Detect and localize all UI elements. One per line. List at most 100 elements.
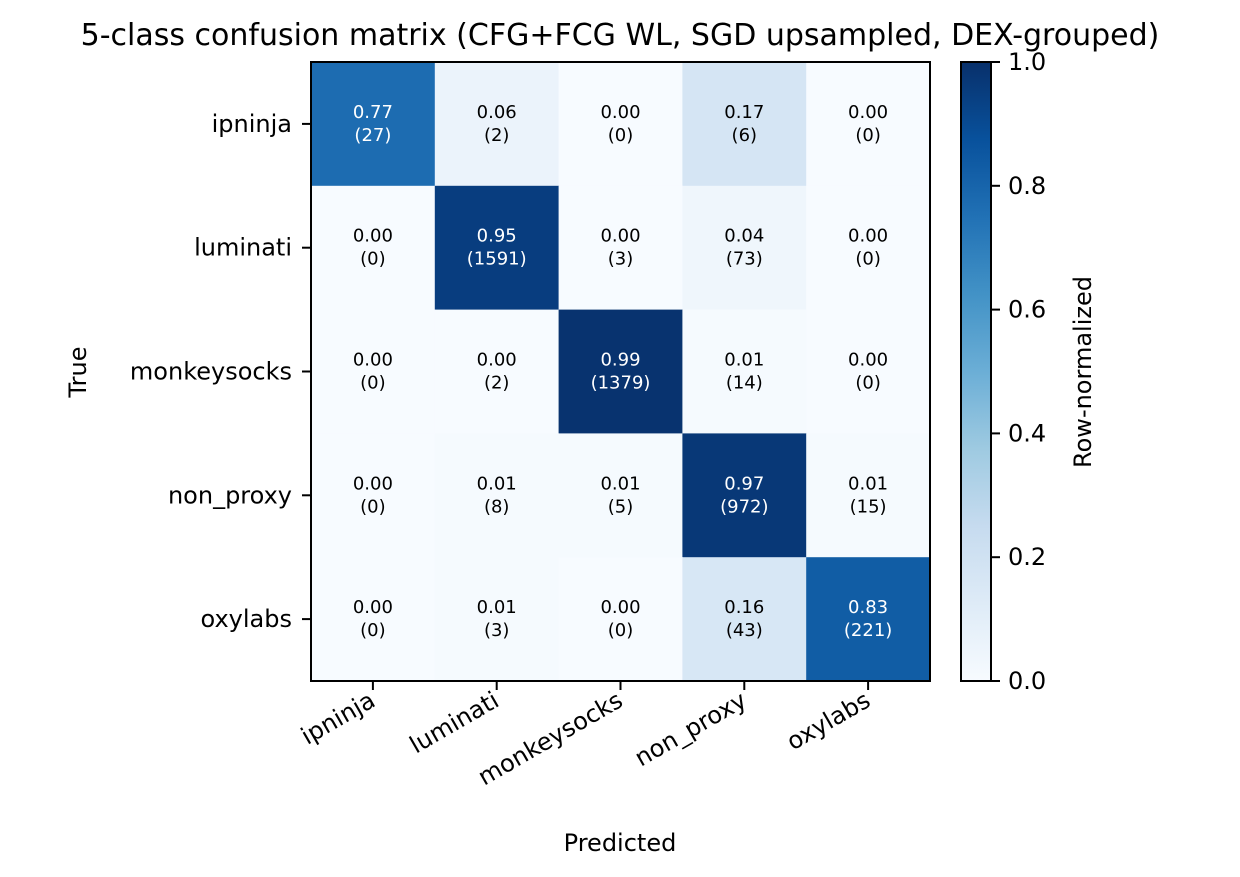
heatmap-cell bbox=[558, 433, 683, 558]
cell-count-label: (2) bbox=[484, 125, 510, 146]
chart-title: 5-class confusion matrix (CFG+FCG WL, SG… bbox=[81, 18, 1160, 53]
cell-value-label: 0.17 bbox=[724, 102, 764, 123]
cell-value-label: 0.01 bbox=[477, 473, 517, 494]
cell-count-label: (2) bbox=[484, 373, 510, 394]
cell-count-label: (3) bbox=[608, 249, 634, 270]
y-axis-label: True bbox=[64, 347, 92, 399]
cell-value-label: 0.06 bbox=[477, 102, 517, 123]
cell-count-label: (73) bbox=[726, 249, 763, 270]
y-tick-label: oxylabs bbox=[201, 605, 292, 633]
cell-value-label: 0.00 bbox=[848, 350, 888, 371]
cell-count-label: (3) bbox=[484, 620, 510, 641]
cell-count-label: (0) bbox=[855, 373, 881, 394]
colorbar-tick-label: 1.0 bbox=[1008, 48, 1046, 76]
cell-count-label: (15) bbox=[850, 496, 887, 517]
cell-count-label: (8) bbox=[484, 496, 510, 517]
x-axis-label: Predicted bbox=[564, 829, 677, 857]
heatmap-cell bbox=[434, 309, 560, 434]
heatmap-cell bbox=[311, 433, 436, 558]
cell-count-label: (0) bbox=[360, 249, 386, 270]
heatmap-cell bbox=[434, 62, 560, 187]
heatmap-cell bbox=[558, 309, 683, 434]
heatmap-cell bbox=[682, 557, 807, 682]
cell-count-label: (27) bbox=[354, 125, 391, 146]
cell-value-label: 0.00 bbox=[848, 226, 888, 247]
y-tick-label: monkeysocks bbox=[130, 358, 292, 386]
cell-count-label: (0) bbox=[608, 125, 634, 146]
cell-count-label: (1379) bbox=[591, 373, 651, 394]
heatmap-cell bbox=[311, 62, 436, 187]
y-axis-ticks: ipninja luminati monkeysocks non_proxyoxyla… bbox=[130, 110, 311, 633]
colorbar-tick-label: 0.4 bbox=[1008, 419, 1046, 447]
heatmap-cell bbox=[806, 309, 931, 434]
heatmap-cell bbox=[434, 557, 560, 682]
y-tick-label: non_proxy bbox=[168, 481, 292, 509]
cell-count-label: (0) bbox=[360, 620, 386, 641]
cell-value-label: 0.01 bbox=[600, 473, 640, 494]
colorbar-tick-label: 0.8 bbox=[1008, 172, 1046, 200]
heatmap-cell bbox=[682, 62, 807, 187]
heatmap-cell bbox=[434, 185, 560, 311]
cell-count-label: (43) bbox=[726, 620, 763, 641]
heatmap-cell bbox=[311, 309, 436, 434]
colorbar-ticks: 0.0 0.2 0.4 0.6 0.8 1.0 bbox=[991, 48, 1046, 695]
cell-value-label: 0.00 bbox=[600, 597, 640, 618]
cell-count-label: (1591) bbox=[467, 249, 527, 270]
x-tick-label: luminati bbox=[405, 686, 504, 759]
heatmap-cell bbox=[434, 433, 560, 558]
heatmap-cell bbox=[682, 433, 807, 558]
cell-value-label: 0.00 bbox=[848, 102, 888, 123]
x-tick-label: ipninja bbox=[296, 686, 380, 750]
cell-value-label: 0.97 bbox=[724, 473, 764, 494]
heatmap-cell bbox=[558, 557, 683, 682]
heatmap-cell bbox=[311, 557, 436, 682]
cell-value-label: 0.01 bbox=[848, 473, 888, 494]
heatmap-cell bbox=[806, 433, 931, 558]
cell-value-label: 0.00 bbox=[353, 473, 393, 494]
heatmap-cell bbox=[806, 185, 931, 311]
heatmap-cell-labels: 0.77(27)0.06(2)0.00(0)0.17(6)0.00(0)0.00… bbox=[353, 102, 892, 641]
cell-value-label: 0.00 bbox=[477, 350, 517, 371]
heatmap-cell bbox=[311, 185, 436, 311]
cell-value-label: 0.01 bbox=[477, 597, 517, 618]
cell-count-label: (0) bbox=[855, 249, 881, 270]
colorbar-tick-label: 0.2 bbox=[1008, 543, 1046, 571]
cell-value-label: 0.00 bbox=[353, 597, 393, 618]
colorbar-tick-label: 0.0 bbox=[1008, 667, 1046, 695]
colorbar-tick-label: 0.6 bbox=[1008, 296, 1046, 324]
cell-count-label: (972) bbox=[720, 496, 768, 517]
heatmap-cell bbox=[558, 185, 683, 311]
y-tick-label: ipninja bbox=[212, 110, 292, 138]
cell-value-label: 0.77 bbox=[353, 102, 393, 123]
heatmap-cell bbox=[806, 62, 931, 187]
colorbar bbox=[960, 61, 992, 682]
y-tick-label: luminati bbox=[194, 234, 292, 262]
cell-value-label: 0.99 bbox=[600, 350, 640, 371]
cell-count-label: (0) bbox=[360, 373, 386, 394]
heatmap-cell bbox=[682, 309, 807, 434]
cell-count-label: (0) bbox=[360, 496, 386, 517]
cell-value-label: 0.95 bbox=[477, 226, 517, 247]
cell-count-label: (14) bbox=[726, 373, 763, 394]
cell-value-label: 0.00 bbox=[353, 226, 393, 247]
cell-value-label: 0.16 bbox=[724, 597, 764, 618]
heatmap-cells bbox=[311, 62, 931, 682]
x-tick-label: oxylabs bbox=[782, 686, 875, 756]
cell-count-label: (221) bbox=[844, 620, 892, 641]
cell-count-label: (6) bbox=[732, 125, 758, 146]
heatmap-cell bbox=[682, 185, 807, 311]
cell-value-label: 0.00 bbox=[600, 226, 640, 247]
heatmap-cell bbox=[558, 62, 683, 187]
x-tick-label: non_proxy bbox=[630, 686, 751, 772]
cell-value-label: 0.83 bbox=[848, 597, 888, 618]
cell-value-label: 0.00 bbox=[600, 102, 640, 123]
colorbar-label: Row-normalized bbox=[1069, 276, 1097, 468]
cell-value-label: 0.04 bbox=[724, 226, 764, 247]
cell-count-label: (5) bbox=[608, 496, 634, 517]
heatmap-cell bbox=[806, 557, 931, 682]
cell-value-label: 0.01 bbox=[724, 350, 764, 371]
cell-count-label: (0) bbox=[608, 620, 634, 641]
cell-count-label: (0) bbox=[855, 125, 881, 146]
